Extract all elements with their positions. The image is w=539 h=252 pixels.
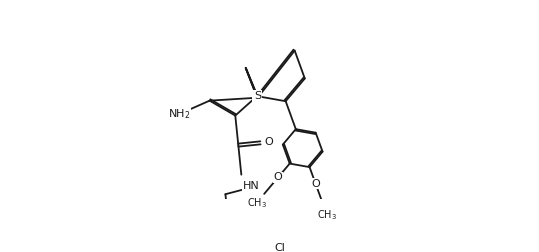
Text: O: O	[311, 179, 320, 189]
Text: HN: HN	[243, 181, 259, 191]
Text: O: O	[264, 137, 273, 147]
Text: O: O	[274, 172, 282, 182]
Text: S: S	[254, 91, 261, 101]
Text: N: N	[252, 91, 261, 101]
Text: CH$_3$: CH$_3$	[246, 196, 267, 210]
Text: Cl: Cl	[274, 243, 285, 252]
Text: CH$_3$: CH$_3$	[317, 209, 337, 223]
Text: NH$_2$: NH$_2$	[168, 107, 191, 121]
